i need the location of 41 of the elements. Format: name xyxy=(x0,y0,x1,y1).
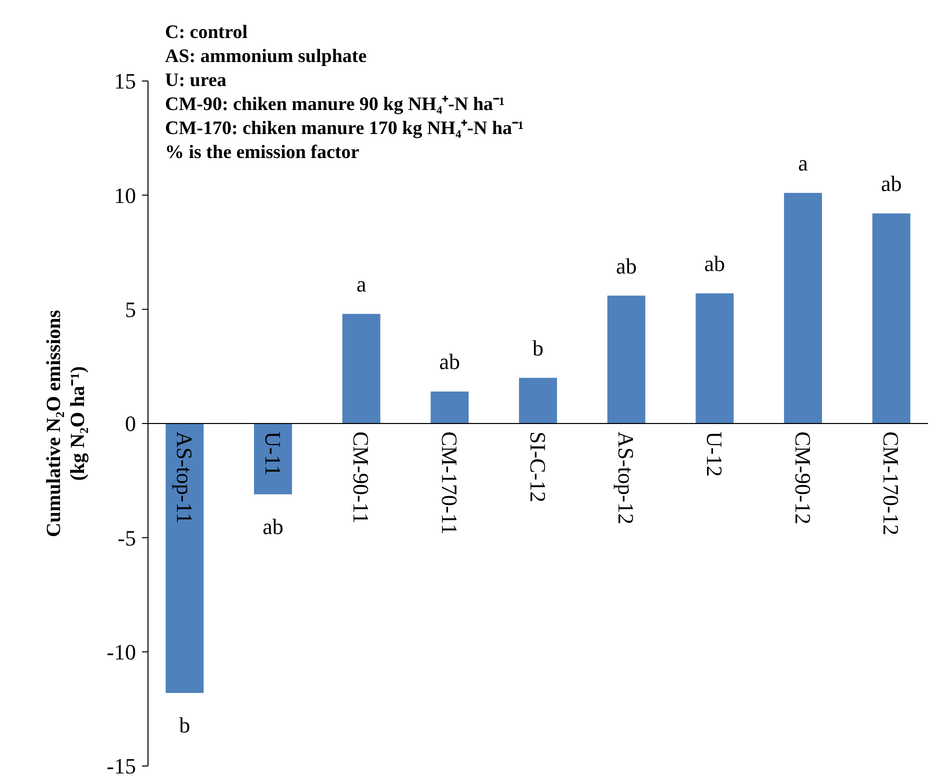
x-tick-label: CM-90-11 xyxy=(348,432,374,524)
annotation: ab xyxy=(262,514,284,539)
annotation: ab xyxy=(439,349,460,374)
annotation: ab xyxy=(704,251,726,276)
y-tick-label: 10 xyxy=(114,182,136,208)
bar xyxy=(607,296,646,424)
bar xyxy=(430,392,469,424)
bar xyxy=(696,293,734,424)
annotation: % is the emission factor xyxy=(165,142,360,163)
annotation: b xyxy=(532,336,544,361)
annotation: ab xyxy=(880,171,902,196)
annotation: a xyxy=(356,272,366,297)
bar xyxy=(254,424,292,494)
x-tick-label: AS-top-11 xyxy=(172,432,197,524)
bar xyxy=(872,213,910,424)
x-tick-label: U-12 xyxy=(702,432,727,477)
annotation: CM-90: chiken manure 90 kg NH₄⁺-N ha⁻¹ xyxy=(165,94,505,115)
bar xyxy=(342,314,380,424)
y-tick-label: -5 xyxy=(118,525,136,550)
text: C: control xyxy=(165,22,248,43)
x-tick-label: SI-C-12 xyxy=(525,432,550,502)
annotation: CM-170: chiken manure 170 kg NH₄⁺-N ha⁻¹ xyxy=(165,118,524,139)
annotation: ab xyxy=(616,253,637,278)
y-tick-label: -15 xyxy=(106,754,136,777)
text: AS: ammonium sulphate xyxy=(165,46,367,67)
bar xyxy=(166,424,204,693)
x-tick-label: CM-170-12 xyxy=(878,432,904,536)
annotation: b xyxy=(179,712,190,738)
y-tick-label: -10 xyxy=(106,640,136,665)
y-tick-label: 0 xyxy=(125,411,136,436)
y-axis-title: Cumulative N₂O emissions (kg N₂O ha⁻¹) xyxy=(43,310,89,538)
x-tick-label: AS-top-12 xyxy=(614,432,639,524)
y-tick-label: 15 xyxy=(114,68,136,94)
x-tick-label: CM-90-12 xyxy=(790,432,816,524)
bar xyxy=(519,378,557,424)
annotation: U: urea xyxy=(165,70,227,91)
annotation: a xyxy=(798,150,808,176)
y-tick-label: 5 xyxy=(125,297,136,322)
bar xyxy=(784,192,822,424)
x-tick-label: U-11 xyxy=(260,432,286,476)
x-tick-label: CM-170-11 xyxy=(436,432,462,535)
